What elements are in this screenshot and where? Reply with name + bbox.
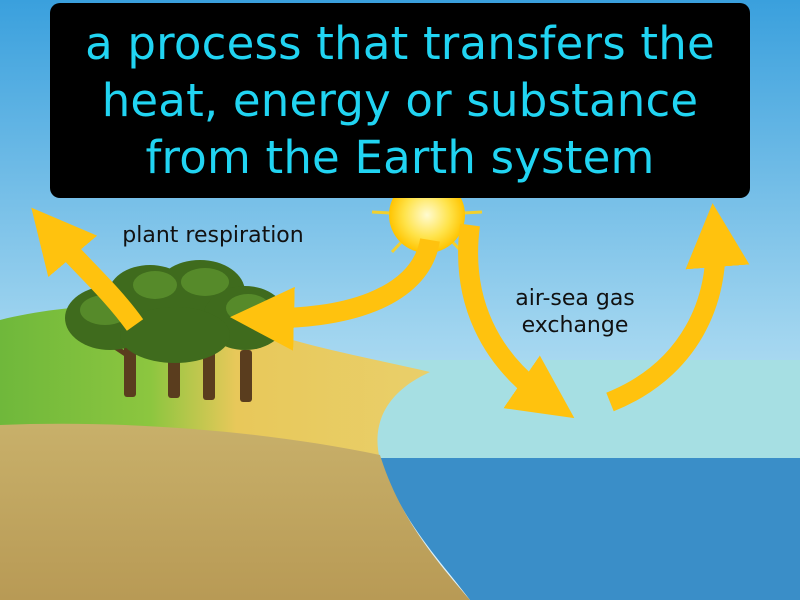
shallow-water <box>360 360 800 460</box>
ocean <box>380 458 800 600</box>
definition-box: a process that transfers the heat, energ… <box>50 3 750 198</box>
plant-respiration-out-arrow <box>31 207 144 331</box>
plant-respiration-label: plant respiration <box>122 223 304 248</box>
definition-text: a process that transfers the heat, energ… <box>85 17 715 184</box>
air-sea-in-arrow <box>458 223 575 419</box>
air-sea-out-arrow <box>606 203 750 412</box>
air-sea-gas-exchange-label: air-sea gas exchange <box>515 286 635 338</box>
soil <box>0 423 470 600</box>
plant-respiration-in-arrow <box>230 237 440 351</box>
